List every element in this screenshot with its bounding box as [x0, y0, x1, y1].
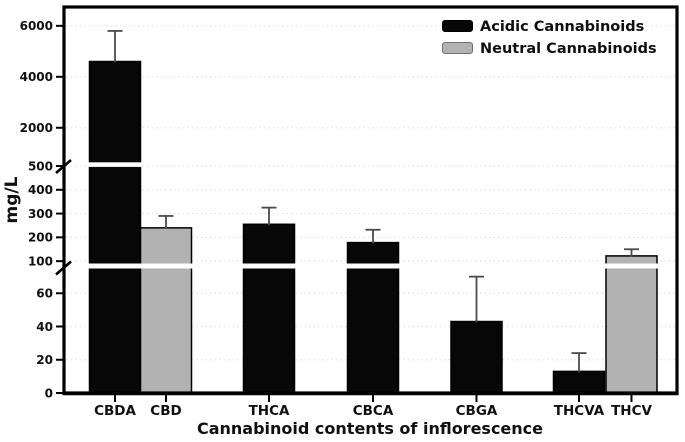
y-axis-title: mg/L — [2, 176, 22, 223]
y-tick-label: 500 — [28, 159, 53, 173]
legend-swatch-neutral — [442, 42, 473, 54]
x-category-label: CBDA — [94, 403, 136, 419]
y-tick-label: 0 — [45, 386, 53, 400]
legend-label-neutral: Neutral Cannabinoids — [480, 41, 657, 57]
y-tick-label: 400 — [28, 183, 53, 197]
y-tick-label: 6000 — [20, 19, 53, 33]
bar-CBD — [139, 227, 193, 394]
y-tick-label: 2000 — [20, 121, 53, 135]
axis-break-gap — [138, 263, 194, 269]
legend-swatch-acidic — [442, 20, 473, 32]
y-tick-label: 60 — [36, 287, 53, 301]
plot-area: 0 20 40 60 100 200 300 400 500 2000 4000 6000 CBDA CB… — [20, 5, 679, 419]
y-tick-label: 300 — [28, 207, 53, 221]
axis-break-mark — [55, 260, 72, 276]
x-category-label: THCV — [611, 403, 652, 419]
bar-CBDA — [88, 60, 142, 394]
axis-break-gap — [87, 162, 143, 167]
x-category-label: CBGA — [456, 403, 498, 419]
axis-break-mark — [55, 159, 72, 174]
x-axis-title: Cannabinoid contents of inflorescence — [197, 419, 543, 438]
axis-break-gap — [604, 263, 659, 269]
bar-THCVA — [552, 370, 606, 394]
axis-break-gap — [87, 263, 143, 269]
y-tick-label: 4000 — [20, 70, 53, 84]
bar-THCV — [605, 255, 658, 394]
bar-THCA — [242, 223, 296, 394]
y-tick-label: 100 — [28, 254, 53, 268]
y-tick-label: 200 — [28, 231, 53, 245]
y-tick-label: 20 — [36, 353, 53, 367]
axis-break-gap — [345, 263, 401, 269]
legend: Acidic Cannabinoids Neutral Cannabinoids — [442, 19, 657, 57]
x-category-label: CBD — [150, 403, 181, 419]
bar-CBGA — [450, 320, 503, 394]
x-category-label: THCVA — [554, 403, 605, 419]
y-tick-label: 40 — [36, 320, 53, 334]
axis-break-gap — [241, 263, 297, 269]
x-category-label: THCA — [249, 403, 290, 419]
legend-label-acidic: Acidic Cannabinoids — [480, 19, 644, 35]
x-category-label: CBCA — [353, 403, 394, 419]
